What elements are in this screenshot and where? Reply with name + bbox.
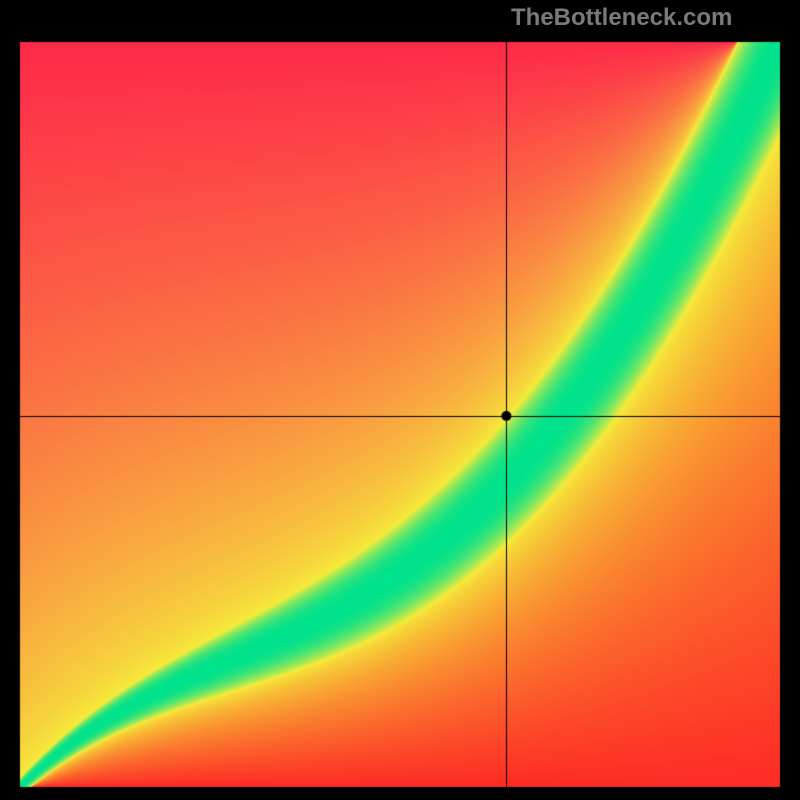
bottleneck-heatmap [0, 0, 800, 800]
chart-container: TheBottleneck.com [0, 0, 800, 800]
